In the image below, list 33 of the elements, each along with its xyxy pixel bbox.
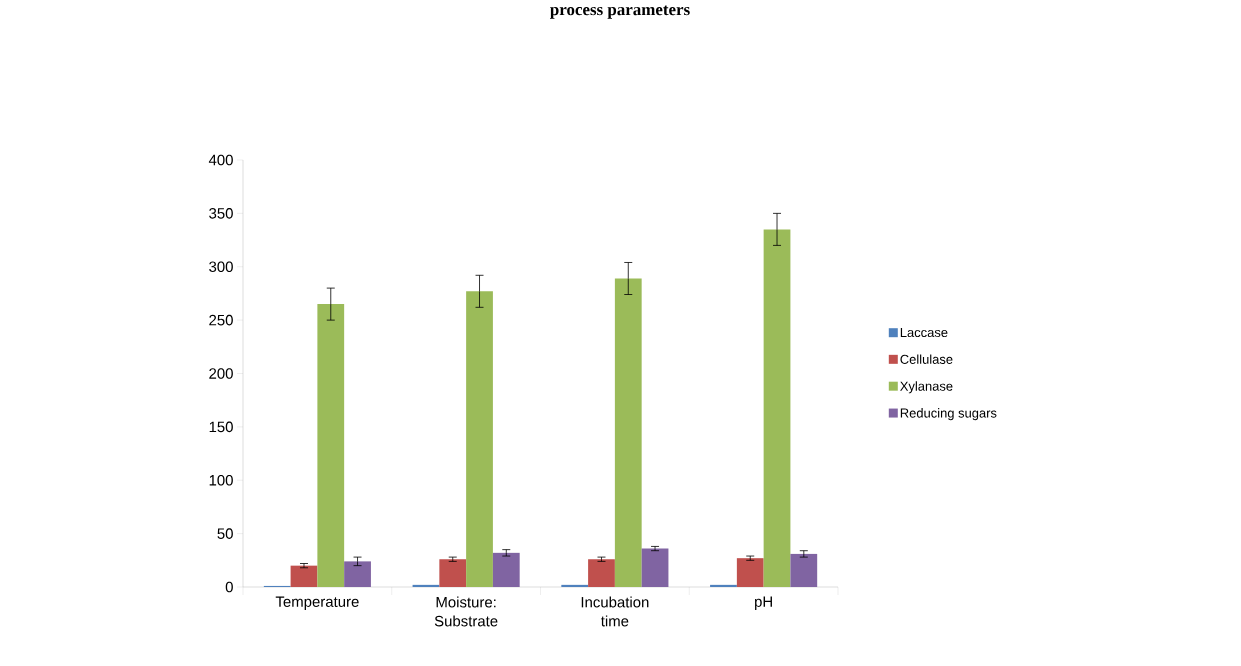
bar bbox=[710, 584, 737, 587]
bar bbox=[492, 552, 520, 587]
bar bbox=[588, 559, 615, 587]
bar bbox=[641, 548, 669, 587]
y-tick-label: 100 bbox=[209, 474, 233, 486]
y-tick-label: 250 bbox=[209, 314, 233, 326]
x-tick-label: Moisture: Substrate bbox=[434, 596, 498, 627]
bar bbox=[317, 304, 345, 587]
bar bbox=[412, 584, 440, 587]
bar bbox=[466, 291, 493, 587]
legend-label: Xylanase bbox=[900, 381, 953, 394]
y-tick-label: 50 bbox=[217, 528, 233, 539]
x-tick-label: Incubation time bbox=[581, 596, 649, 627]
y-tick-label: 200 bbox=[209, 368, 233, 379]
bar bbox=[439, 559, 467, 587]
bar bbox=[614, 278, 642, 587]
legend-label: Reducing sugars bbox=[900, 408, 997, 421]
y-tick-label: 350 bbox=[209, 208, 233, 219]
x-tick-label: Temperature bbox=[275, 596, 359, 610]
chart-title: process parameters bbox=[550, 5, 690, 19]
y-tick-label: 300 bbox=[209, 261, 233, 273]
y-tick-label: 0 bbox=[225, 581, 233, 593]
x-tick-label: pH bbox=[755, 596, 772, 610]
bar bbox=[344, 561, 371, 587]
bar bbox=[561, 584, 589, 587]
legend-label: Cellulase bbox=[900, 354, 953, 364]
bar bbox=[290, 565, 318, 587]
y-tick-label: 400 bbox=[208, 154, 233, 166]
bar bbox=[736, 558, 764, 587]
bar bbox=[790, 553, 818, 587]
legend-label: Laccase bbox=[900, 328, 948, 338]
bar bbox=[763, 229, 791, 587]
y-tick-label: 150 bbox=[209, 421, 233, 433]
